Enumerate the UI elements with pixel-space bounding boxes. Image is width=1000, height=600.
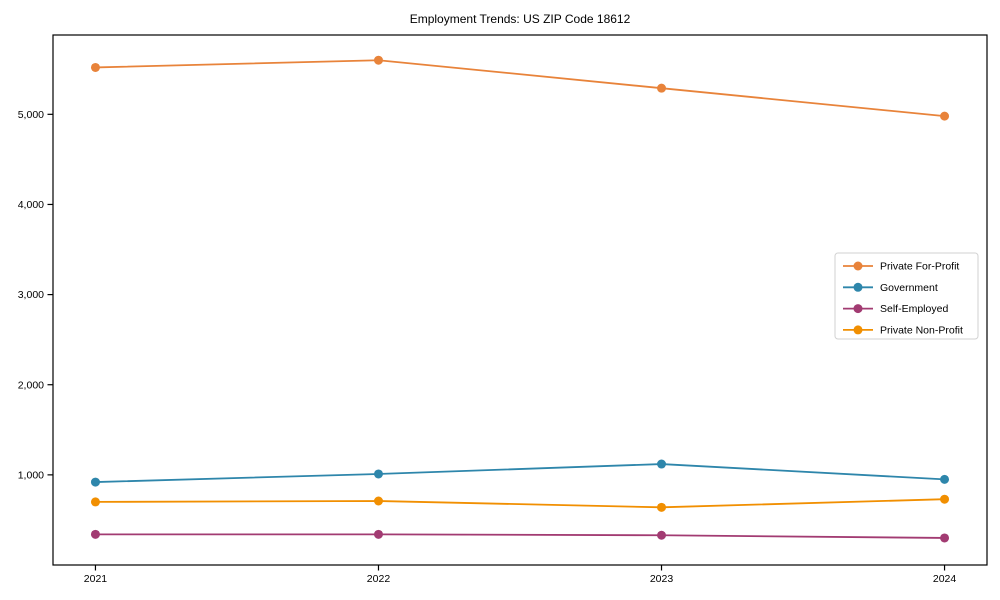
x-tick-label: 2022 (367, 573, 391, 585)
x-tick-label: 2021 (84, 573, 108, 585)
series-marker-private-for-profit (373, 55, 383, 65)
series-marker-government (90, 477, 100, 487)
y-tick-label: 2,000 (18, 379, 44, 391)
legend-label-self-employed: Self-Employed (880, 303, 948, 315)
legend-label-government: Government (880, 282, 938, 294)
legend-marker-self-employed (853, 304, 863, 314)
series-line-government (95, 463, 945, 483)
chart-title: Employment Trends: US ZIP Code 18612 (410, 12, 631, 26)
series-marker-government (373, 469, 383, 479)
series-marker-private-non-profit (90, 497, 100, 507)
series-marker-self-employed (373, 529, 383, 539)
series-marker-private-non-profit (373, 496, 383, 506)
y-tick-label: 5,000 (18, 109, 44, 121)
series-marker-government (657, 459, 667, 469)
series-line-self-employed (95, 533, 945, 539)
series-marker-private-non-profit (940, 494, 950, 504)
series-marker-government (940, 474, 950, 484)
series-marker-private-non-profit (657, 502, 667, 512)
legend-marker-private-for-profit (853, 261, 863, 271)
x-tick-label: 2024 (933, 573, 957, 585)
x-tick-label: 2023 (650, 573, 674, 585)
series-marker-self-employed (940, 533, 950, 543)
axis-ticks: 1,000 2,000 3,000 4,000 5,000 2021 2022 2023 202… (18, 109, 957, 585)
legend-item-government: Government (843, 282, 938, 294)
legend-marker-private-non-profit (853, 325, 863, 335)
chart-legend: Private For-Profit Government Self-Employe… (834, 252, 979, 340)
series-marker-private-for-profit (940, 111, 950, 121)
series-marker-self-employed (657, 530, 667, 540)
y-tick-label: 3,000 (18, 289, 44, 301)
series-line-private-non-profit (95, 498, 945, 509)
legend-item-self-employed: Self-Employed (843, 303, 948, 315)
plot-frame (52, 34, 988, 566)
legend-box (834, 252, 979, 340)
y-tick-label: 4,000 (18, 199, 44, 211)
series-marker-private-for-profit (657, 83, 667, 93)
legend-label-private-non-profit: Private Non-Profit (880, 325, 963, 337)
plot-border (52, 34, 988, 566)
series-line-private-for-profit (95, 59, 945, 118)
series-marker-self-employed (90, 529, 100, 539)
y-tick-label: 1,000 (18, 469, 44, 481)
legend-item-private-non-profit: Private Non-Profit (843, 325, 963, 337)
series-marker-private-for-profit (90, 62, 100, 72)
legend-marker-government (853, 282, 863, 292)
legend-item-private-for-profit: Private For-Profit (843, 261, 959, 273)
legend-label-private-for-profit: Private For-Profit (880, 261, 959, 273)
plot-series (90, 55, 950, 543)
